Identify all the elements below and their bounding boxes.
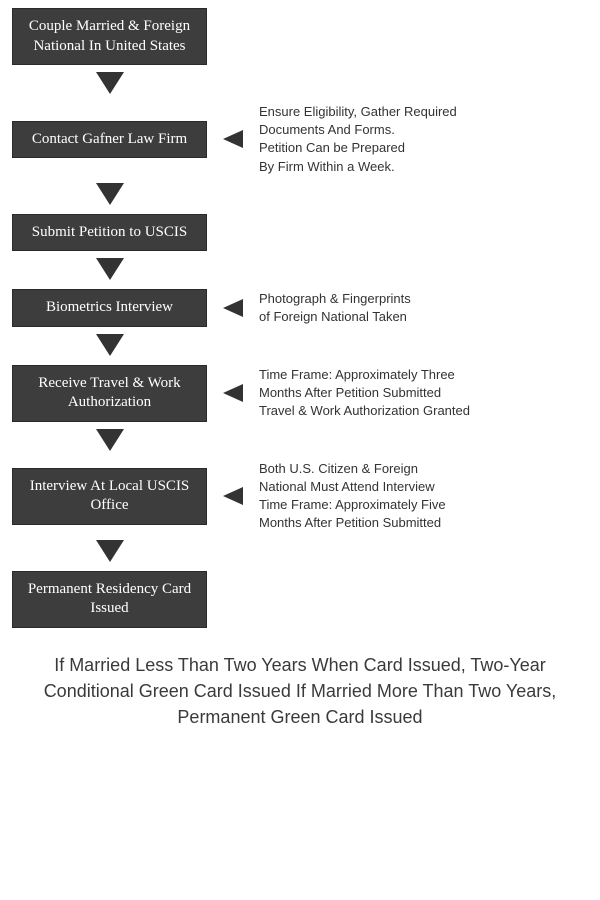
arrow-down-icon (12, 533, 207, 571)
step-box-7: Permanent Residency Card Issued (12, 571, 207, 628)
step-box-5: Receive Travel & Work Authorization (12, 365, 207, 422)
arrow-left-icon (219, 381, 247, 405)
step-row: Couple Married & Foreign National In Uni… (12, 8, 588, 65)
flowchart-container: Couple Married & Foreign National In Uni… (0, 0, 600, 738)
arrow-left-icon (219, 484, 247, 508)
step-box-6: Interview At Local USCIS Office (12, 468, 207, 525)
arrow-left-icon (219, 296, 247, 320)
step-annotation-4: Photograph & Fingerprints of Foreign Nat… (259, 290, 411, 326)
arrow-down-icon (12, 176, 207, 214)
step-row: Permanent Residency Card Issued (12, 571, 588, 628)
bottom-summary-text: If Married Less Than Two Years When Card… (12, 652, 588, 730)
arrow-down-icon (12, 327, 207, 365)
step-box-4: Biometrics Interview (12, 289, 207, 327)
step-box-2: Contact Gafner Law Firm (12, 121, 207, 159)
step-annotation-5: Time Frame: Approximately Three Months A… (259, 366, 470, 421)
arrow-left-icon (219, 127, 247, 151)
step-box-3: Submit Petition to USCIS (12, 214, 207, 252)
step-annotation-2: Ensure Eligibility, Gather Required Docu… (259, 103, 457, 176)
arrow-down-icon (12, 65, 207, 103)
arrow-down-icon (12, 251, 207, 289)
step-row: Interview At Local USCIS Office Both U.S… (12, 460, 588, 533)
step-row: Biometrics Interview Photograph & Finger… (12, 289, 588, 327)
arrow-down-icon (12, 422, 207, 460)
step-annotation-6: Both U.S. Citizen & Foreign National Mus… (259, 460, 446, 533)
step-box-1: Couple Married & Foreign National In Uni… (12, 8, 207, 65)
step-row: Submit Petition to USCIS (12, 214, 588, 252)
step-row: Receive Travel & Work Authorization Time… (12, 365, 588, 422)
step-row: Contact Gafner Law Firm Ensure Eligibili… (12, 103, 588, 176)
